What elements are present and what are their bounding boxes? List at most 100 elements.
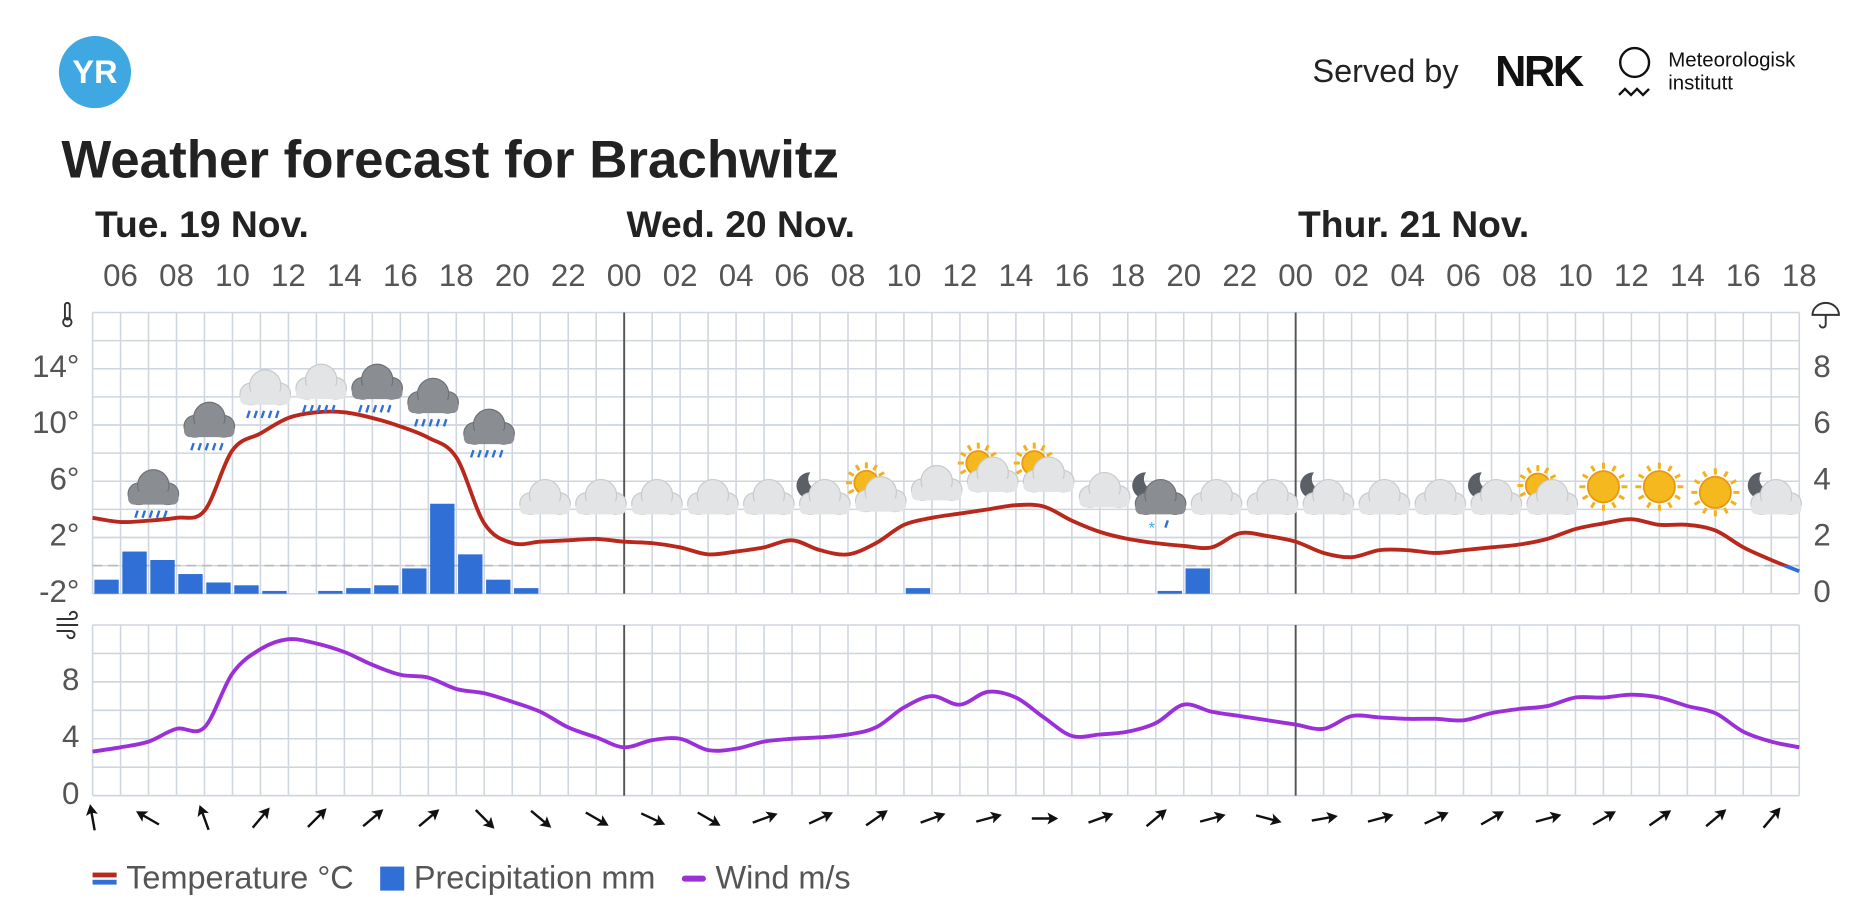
weather-symbol [1300,472,1355,516]
precipitation-bar [430,503,455,594]
y2-tick-label: 2 [1813,518,1830,553]
cloud-part [463,430,515,445]
cloud-part [687,501,739,515]
weather-symbol [796,472,851,516]
wind-arrow [136,811,160,826]
y2-tick-label: 6 [1813,405,1830,440]
rain-drop [435,418,441,427]
sun-ray [1519,491,1527,498]
weather-symbol [239,369,292,419]
y-tick-label: 10° [32,405,79,440]
x-tick-label: 00 [607,258,642,293]
cloud-part [519,501,571,515]
x-tick-label: 04 [1390,258,1425,293]
sun [1698,475,1732,509]
x-tick-label: 00 [1278,258,1313,293]
wind-arrow [752,811,778,824]
arrow-head [258,807,270,820]
y-tick-label: 8 [62,662,79,697]
sun-ray [1730,500,1737,506]
y-tick-label: 4 [62,719,79,754]
arrow-head [1047,812,1059,825]
rain-drop [379,404,385,413]
sun-ray [1611,465,1617,472]
weather-symbol [1691,468,1740,517]
precipitation-bar [458,554,483,594]
sun-ray [959,468,967,475]
rain-drop [134,510,139,519]
arrow-head [1326,811,1338,824]
legend-swatch [681,875,706,882]
wind-arrow [1088,811,1114,824]
precipitation-bar [374,585,399,594]
arrow-head [1603,811,1616,822]
cloud-part [184,423,235,438]
legend-label: Temperature °C [126,859,354,895]
weather-symbol [519,478,571,516]
sun-ray [1674,494,1681,501]
met-name: institutt [1668,73,1733,95]
x-tick-label: 12 [943,258,978,293]
weather-symbol [575,478,627,516]
rain-drop [211,442,217,451]
sun-ray [847,471,855,477]
rain-drop [1164,520,1169,529]
precipitation-bar [178,574,203,594]
weather-symbol: * [1132,472,1187,537]
weather-symbol [1579,462,1628,511]
rain-drop [309,404,314,413]
cloud-part [855,498,907,512]
sun-ray [959,451,967,458]
grid [91,624,1801,797]
precipitation-bar [514,588,539,594]
rain-drop [316,404,322,413]
sun-ray [1581,473,1589,480]
arrow-head [989,811,1002,824]
rain-drop [163,510,168,519]
rain-drop [197,442,203,451]
cloud-part [1471,501,1522,515]
wind-arrow [1480,811,1504,826]
arrow-shaft [474,809,492,827]
sun-ray [1040,444,1046,452]
logo-circle [58,36,132,109]
x-tick-label: 06 [1446,258,1481,293]
rain-drop [330,404,336,413]
precipitation-bar [905,588,931,594]
rain-drop [498,449,504,458]
sun-ray [1549,474,1557,480]
met-icon [1618,46,1651,79]
x-tick-label: 06 [103,258,138,293]
sun-ray [1637,494,1645,501]
weather-symbol [1635,462,1684,511]
cloud-part [1191,501,1242,515]
arrow-head [197,804,209,818]
x-tick-label: 20 [495,258,530,293]
weather-symbol [743,478,795,516]
arrow-shaft [1255,814,1278,823]
line [92,409,1800,574]
rain-drop [190,442,195,451]
met-name: Meteorologisk [1668,50,1796,72]
weather-symbol [631,478,683,516]
grid [91,311,1801,595]
y-tick-label: 0 [62,776,79,811]
sun-ray [878,471,885,477]
weather-symbol [687,478,739,516]
arrow-head [596,815,609,826]
x-tick-label: 10 [215,258,250,293]
wind-arrow [1535,811,1562,824]
y-tick-label: 6° [49,461,79,496]
weather-symbol [1013,442,1075,493]
precipitation-bar [234,585,259,594]
logo: YR [72,54,117,90]
weather-symbol [1246,478,1299,516]
sun-ray [1590,465,1596,472]
x-tick-label: 12 [1614,258,1649,293]
sun-ray [872,464,878,472]
weather-symbol [1190,478,1243,516]
precipitation-bar [486,579,511,594]
arrow-shaft [1705,811,1724,828]
x-tick-label: 22 [551,258,586,293]
rain-drop [218,442,224,451]
